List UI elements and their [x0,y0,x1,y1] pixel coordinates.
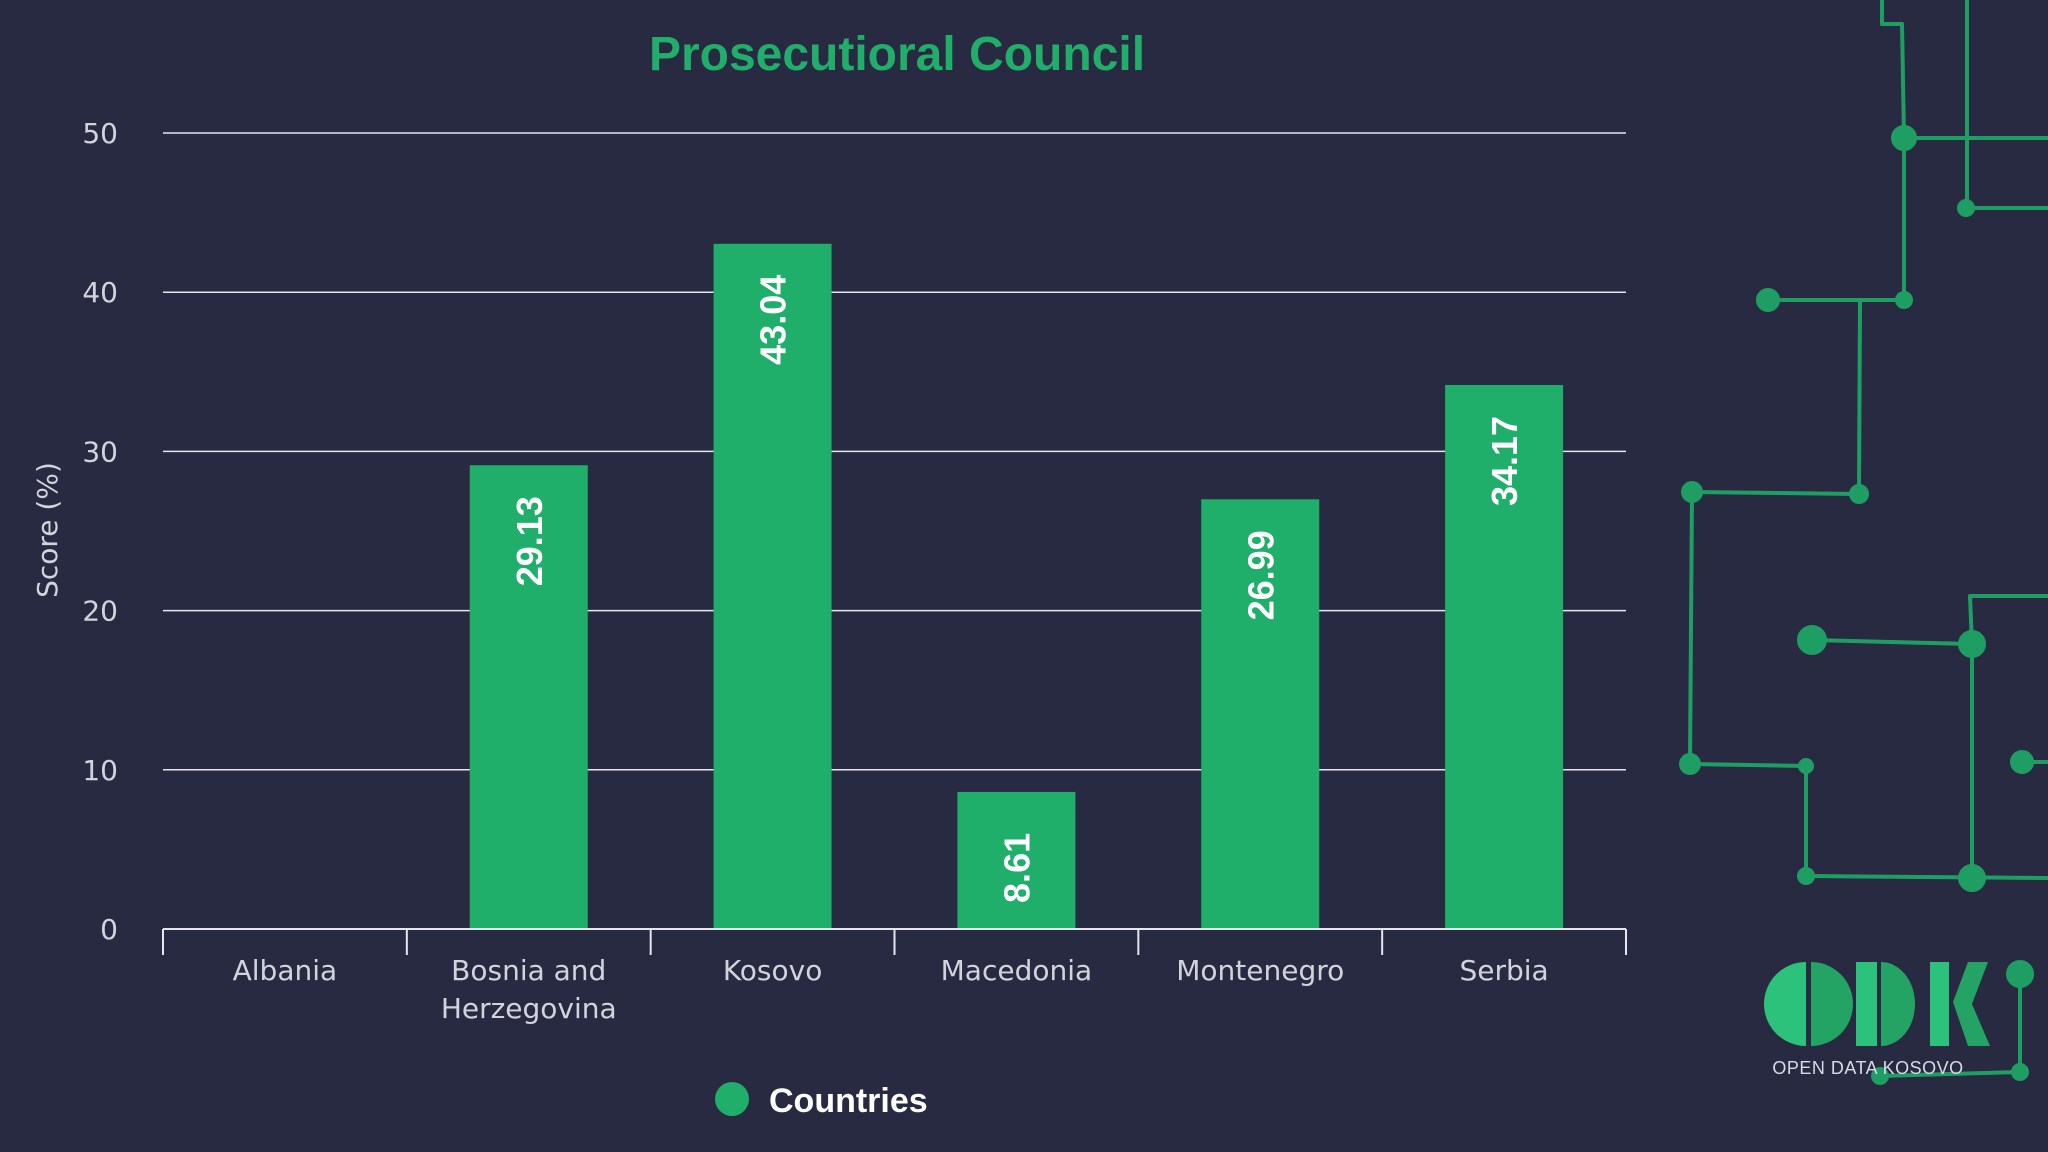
logo-letter-d [1856,962,1877,1046]
bars: 29.13 43.04 8.61 26.99 34.17 [469,243,1564,929]
y-tick-label: 50 [82,117,118,150]
bar-data-label: 8.61 [996,833,1037,903]
legend-label: Countries [769,1082,928,1120]
x-tick-label: Serbia [1459,954,1548,987]
circuit-node [1958,630,1986,658]
y-tick-label: 10 [82,754,118,787]
bar-data-label: 43.04 [753,275,794,365]
legend[interactable]: Countries [715,1082,928,1120]
circuit-node [1895,291,1913,309]
logo-letter-o [1764,962,1806,1046]
y-tick-label: 20 [82,595,118,628]
logo-letter-d [1881,962,1915,1046]
legend-marker [715,1082,749,1116]
circuit-node [1891,125,1917,151]
x-tick-label: Albania [233,954,338,987]
bar [713,243,832,929]
x-tick-label: Macedonia [941,954,1093,987]
circuit-node [1871,1067,1889,1085]
bar [1445,385,1564,929]
circuit-node [1957,199,1975,217]
y-tick-label: 40 [82,276,118,309]
circuit-node [1679,753,1701,775]
circuit-trace [1810,638,1974,880]
bar-data-label: 26.99 [1240,530,1281,620]
circuit-node [1958,864,1986,892]
logo-letter-k [1930,962,1949,1046]
bar [469,465,588,929]
y-axis: 0 10 20 30 40 50 [82,117,118,946]
y-tick-label: 0 [100,913,118,946]
circuit-node [1798,758,1814,774]
bar-data-label: 29.13 [509,496,550,586]
x-tick-label: Bosnia and [451,954,606,987]
x-tick-label: Herzegovina [441,992,617,1025]
circuit-node [1756,288,1780,312]
circuit-trace [1766,136,1906,302]
y-axis-title: Score (%) [31,462,64,598]
circuit-node [1849,484,1869,504]
x-tick-label: Kosovo [723,954,823,987]
x-axis: Albania Bosnia and Herzegovina Kosovo Macedo… [162,928,1627,1025]
y-tick-label: 30 [82,435,118,468]
circuit-node [1681,481,1703,503]
circuit-trace [1965,0,2048,210]
bar-data-label: 34.17 [1484,416,1525,506]
bar [957,791,1076,929]
circuit-node [1797,625,1827,655]
odk-logo-icon: OPEN DATA KOSOVO [1764,962,1990,1078]
bar [1201,499,1320,929]
chart-title: Prosecutioral Council [649,28,1145,81]
logo-letter-k [1953,962,1990,1046]
x-tick-label: Montenegro [1176,954,1344,987]
logo-text: OPEN DATA KOSOVO [1772,1058,1963,1078]
circuit-trace [1968,594,2048,646]
circuit-node [1797,867,1815,885]
circuit-trace [1880,0,2048,140]
gridlines [163,132,1626,771]
circuit-node [2011,1063,2029,1081]
circuit-node [2006,960,2034,988]
logo-letter-o [1811,962,1853,1046]
circuit-decoration [1679,0,2048,1085]
circuit-trace [1688,298,2048,880]
circuit-node [2010,750,2034,774]
